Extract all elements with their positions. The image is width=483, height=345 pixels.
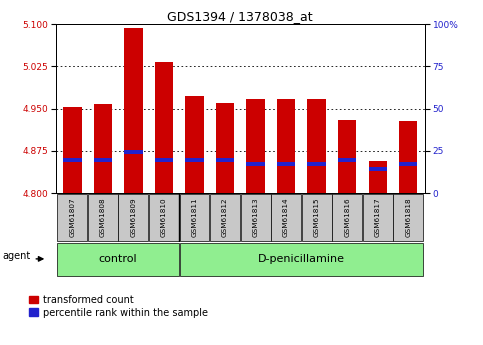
Text: GSM61812: GSM61812 xyxy=(222,197,228,237)
Bar xyxy=(210,194,240,240)
Bar xyxy=(399,162,417,166)
Bar xyxy=(180,194,210,240)
Bar xyxy=(302,194,332,240)
Bar xyxy=(88,194,118,240)
Text: GSM61818: GSM61818 xyxy=(405,197,411,237)
Bar xyxy=(277,162,295,166)
Text: GSM61814: GSM61814 xyxy=(283,197,289,237)
Bar xyxy=(399,121,417,193)
Text: GSM61817: GSM61817 xyxy=(375,197,381,237)
Text: D-penicillamine: D-penicillamine xyxy=(258,254,345,264)
Bar xyxy=(308,99,326,193)
Text: control: control xyxy=(99,254,138,264)
Title: GDS1394 / 1378038_at: GDS1394 / 1378038_at xyxy=(168,10,313,23)
Bar xyxy=(180,243,423,276)
Bar xyxy=(216,103,234,193)
Bar xyxy=(185,96,204,193)
Bar xyxy=(338,120,356,193)
Bar xyxy=(332,194,362,240)
Text: GSM61816: GSM61816 xyxy=(344,197,350,237)
Bar xyxy=(63,107,82,193)
Bar xyxy=(57,194,87,240)
Bar xyxy=(216,158,234,162)
Text: GSM61811: GSM61811 xyxy=(191,197,198,237)
Text: GSM61808: GSM61808 xyxy=(100,197,106,237)
Bar xyxy=(241,194,270,240)
Bar xyxy=(57,243,179,276)
Bar xyxy=(149,194,179,240)
Bar xyxy=(393,194,423,240)
Bar xyxy=(363,194,393,240)
Text: GSM61815: GSM61815 xyxy=(313,197,320,237)
Bar xyxy=(63,158,82,162)
Bar xyxy=(94,104,112,193)
Bar xyxy=(185,158,204,162)
Bar xyxy=(369,160,387,193)
Bar xyxy=(124,150,142,154)
Text: agent: agent xyxy=(3,251,31,261)
Bar xyxy=(124,28,142,193)
Bar xyxy=(155,62,173,193)
Bar xyxy=(308,162,326,166)
Bar xyxy=(271,194,301,240)
Text: GSM61807: GSM61807 xyxy=(70,197,75,237)
Bar xyxy=(277,99,295,193)
Bar xyxy=(155,158,173,162)
Bar xyxy=(246,99,265,193)
Bar xyxy=(338,158,356,162)
Bar xyxy=(94,158,112,162)
Bar xyxy=(118,194,148,240)
Text: GSM61813: GSM61813 xyxy=(253,197,258,237)
Bar xyxy=(369,167,387,171)
Text: GSM61809: GSM61809 xyxy=(130,197,136,237)
Bar xyxy=(246,162,265,166)
Text: GSM61810: GSM61810 xyxy=(161,197,167,237)
Legend: transformed count, percentile rank within the sample: transformed count, percentile rank withi… xyxy=(29,295,208,318)
